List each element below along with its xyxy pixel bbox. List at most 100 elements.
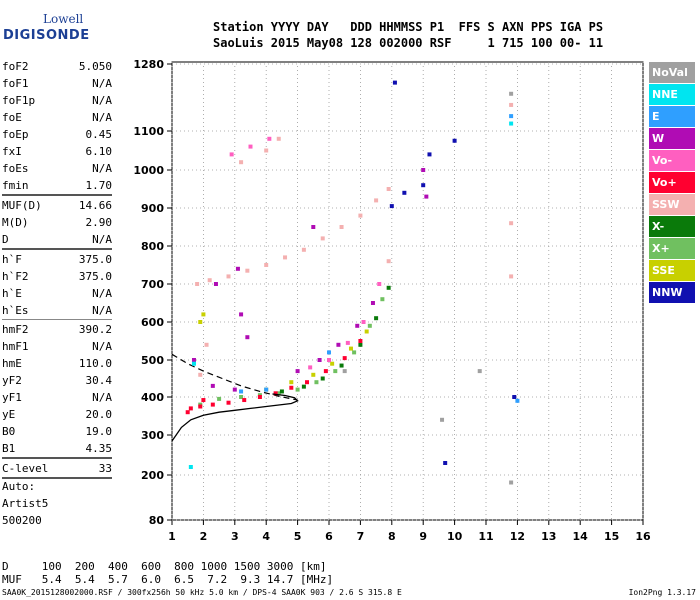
param-value: N/A <box>92 391 112 404</box>
y-tick-label: 800 <box>141 240 164 253</box>
data-point <box>327 350 331 355</box>
electron-density-profile <box>171 393 299 442</box>
y-tick-label: 80 <box>149 514 165 527</box>
param-value: 14.66 <box>78 199 112 212</box>
data-point <box>512 395 517 399</box>
param-name: h`F <box>2 253 22 266</box>
data-point <box>327 358 331 362</box>
data-point <box>217 396 222 401</box>
data-point <box>267 136 272 141</box>
param-separator <box>2 319 112 320</box>
dashed-trace <box>171 353 298 401</box>
x-tick-label: 1 <box>168 530 176 543</box>
data-point <box>380 297 385 302</box>
data-point <box>257 395 262 399</box>
param-name: fxI <box>2 145 22 158</box>
param-value: N/A <box>92 77 112 90</box>
x-tick-label: 7 <box>357 530 365 543</box>
data-point <box>242 398 247 403</box>
data-point <box>188 465 193 469</box>
data-point <box>311 225 316 229</box>
param-value: 5.050 <box>78 60 112 73</box>
data-point <box>204 342 209 347</box>
param-value: N/A <box>92 94 112 107</box>
y-tick-label: 600 <box>141 316 164 329</box>
param-value: 2.90 <box>85 216 113 229</box>
data-point <box>317 358 322 362</box>
param-name: foEs <box>2 162 29 175</box>
legend-item-noval: NoVal <box>649 62 695 83</box>
param-row: h`F 375.0 <box>2 251 112 268</box>
data-point <box>386 259 391 264</box>
data-point <box>210 383 215 388</box>
data-point <box>201 312 206 317</box>
data-point <box>248 144 253 149</box>
data-point <box>264 387 269 392</box>
data-point <box>389 204 394 209</box>
legend-item-x: X+ <box>649 238 695 259</box>
data-point <box>452 138 457 143</box>
param-name: foEp <box>2 128 29 141</box>
param-value: 1.70 <box>85 179 113 192</box>
param-value: 6.10 <box>85 145 113 158</box>
data-point <box>295 387 300 392</box>
data-point <box>201 398 206 403</box>
data-point <box>370 301 375 305</box>
data-point <box>308 365 313 370</box>
y-tick-label: 700 <box>141 278 164 291</box>
data-point <box>283 255 288 260</box>
y-tick-label: 300 <box>141 429 164 442</box>
data-point <box>239 389 244 394</box>
x-tick-label: 10 <box>447 530 463 543</box>
data-point <box>421 183 426 188</box>
y-tick-label: 200 <box>141 469 164 482</box>
data-point <box>305 380 310 385</box>
param-name: fmin <box>2 179 29 192</box>
data-point <box>342 356 347 361</box>
data-point <box>239 395 244 399</box>
legend-item-w: W <box>649 128 695 149</box>
legend-item-ssw: SSW <box>649 194 695 215</box>
param-name: B1 <box>2 442 16 455</box>
param-name: hmF1 <box>2 340 29 353</box>
param-value: N/A <box>92 304 112 317</box>
data-point <box>289 385 294 390</box>
param-name: C-level <box>2 462 49 475</box>
param-value: 19.0 <box>85 425 113 438</box>
param-separator <box>2 248 112 250</box>
data-point <box>509 114 514 119</box>
data-point <box>245 268 250 273</box>
param-row: foEp 0.45 <box>2 126 112 143</box>
param-value: 375.0 <box>78 253 112 266</box>
data-point <box>386 285 391 290</box>
data-point <box>264 263 269 267</box>
param-value: N/A <box>92 340 112 353</box>
data-point <box>198 372 203 377</box>
param-value: N/A <box>92 111 112 124</box>
header-line-1: Station YYYY DAY DDD HHMMSS P1 FFS S AXN… <box>213 20 604 34</box>
legend-item-vo: Vo- <box>649 150 695 171</box>
data-point <box>374 198 379 203</box>
data-point <box>348 346 353 351</box>
param-row: foF1 N/A <box>2 75 112 92</box>
polarization-legend: NoVal NNE E W Vo- Vo+ SSW X- X+ SSE NNW <box>649 62 695 304</box>
param-value: 110.0 <box>78 357 112 370</box>
param-name: hmF2 <box>2 323 29 336</box>
param-row: foF2 5.050 <box>2 58 112 75</box>
param-name: h`E <box>2 287 22 300</box>
auto-line: Artist5 <box>2 497 49 510</box>
x-tick-label: 14 <box>573 530 589 543</box>
param-row: D N/A <box>2 231 112 248</box>
data-point <box>509 221 514 226</box>
param-name: MUF(D) <box>2 199 42 212</box>
param-name: foE <box>2 111 22 124</box>
param-value: 20.0 <box>85 408 113 421</box>
param-name: yF2 <box>2 374 22 387</box>
data-point <box>279 389 284 394</box>
legend-item-sse: SSE <box>649 260 695 281</box>
param-value: 0.45 <box>85 128 113 141</box>
data-point <box>330 361 335 366</box>
data-point <box>213 282 218 286</box>
data-point <box>345 340 350 345</box>
param-row: B1 4.35 <box>2 440 112 457</box>
